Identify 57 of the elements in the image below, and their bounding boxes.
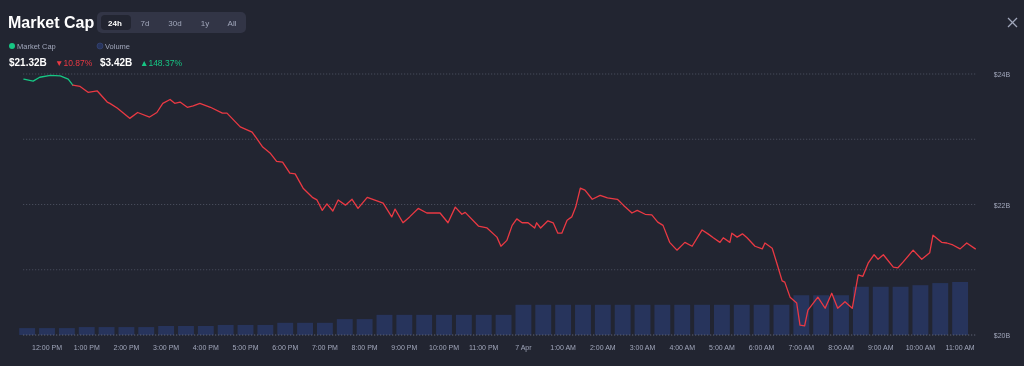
bar bbox=[674, 304, 691, 335]
bar bbox=[178, 325, 194, 335]
text: All bbox=[227, 19, 237, 28]
bar bbox=[19, 328, 36, 335]
bar bbox=[813, 295, 830, 335]
bar bbox=[396, 314, 413, 335]
bar bbox=[58, 328, 75, 335]
text: $3.42B bbox=[100, 57, 133, 68]
bar bbox=[336, 319, 353, 335]
bar bbox=[98, 327, 115, 335]
bar bbox=[733, 304, 750, 335]
bar bbox=[713, 304, 730, 335]
bar bbox=[118, 327, 135, 335]
bar bbox=[39, 328, 55, 335]
bar bbox=[158, 325, 175, 335]
bar bbox=[753, 304, 770, 335]
bar bbox=[356, 319, 373, 335]
bar bbox=[555, 304, 572, 335]
text: 1y bbox=[200, 19, 210, 28]
text: 7d bbox=[140, 19, 150, 28]
bar bbox=[694, 304, 711, 335]
bar bbox=[654, 304, 671, 335]
bar bbox=[475, 314, 492, 335]
bar bbox=[634, 304, 651, 335]
bar bbox=[535, 304, 552, 335]
bar bbox=[257, 324, 274, 335]
bar bbox=[217, 324, 234, 335]
bar bbox=[455, 314, 472, 335]
bar bbox=[932, 283, 949, 335]
bar bbox=[833, 295, 849, 335]
text: 24h bbox=[108, 19, 122, 28]
bar bbox=[316, 322, 333, 335]
bar bbox=[436, 314, 452, 335]
text: ▼10.87% bbox=[55, 58, 93, 68]
text: 30d bbox=[168, 19, 182, 28]
bar bbox=[614, 304, 631, 335]
bar bbox=[495, 314, 512, 335]
bar bbox=[892, 286, 909, 335]
bar bbox=[852, 286, 869, 335]
bar bbox=[138, 327, 155, 335]
chart-title: Market Cap bbox=[8, 14, 95, 31]
bar bbox=[773, 304, 790, 335]
bar bbox=[197, 325, 214, 335]
bar bbox=[416, 314, 433, 335]
text: $21.32B bbox=[9, 57, 47, 68]
bar bbox=[277, 322, 294, 335]
bar bbox=[912, 285, 929, 335]
bar bbox=[872, 286, 889, 335]
bar bbox=[297, 322, 314, 335]
bar bbox=[952, 282, 969, 335]
text: ▲148.37% bbox=[140, 58, 183, 68]
bar bbox=[515, 304, 532, 335]
bar bbox=[575, 304, 591, 335]
bar bbox=[78, 327, 95, 335]
bar bbox=[376, 314, 393, 335]
bar bbox=[237, 324, 254, 335]
bar bbox=[594, 304, 611, 335]
